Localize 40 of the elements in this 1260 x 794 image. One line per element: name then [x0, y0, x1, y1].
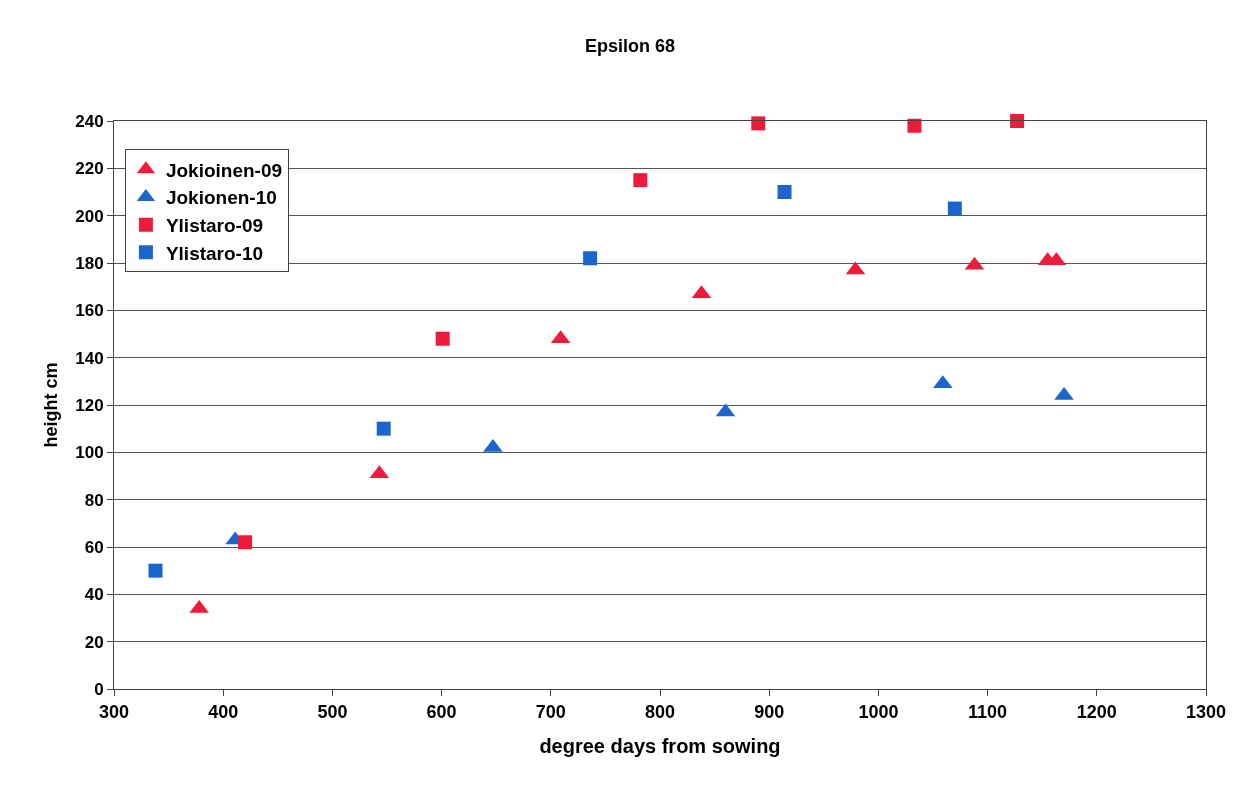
point	[435, 331, 450, 346]
legend-label: Jokioinen-09	[165, 159, 283, 181]
y-tick-label: 100	[75, 443, 104, 463]
x-tick-label: 500	[317, 701, 348, 722]
y-tick-label: 120	[75, 395, 104, 415]
x-tick-label: 600	[426, 701, 457, 722]
x-tick-label: 700	[535, 701, 566, 722]
x-tick-label: 1100	[968, 701, 1008, 722]
y-tick-label: 220	[75, 159, 104, 179]
point	[583, 251, 598, 266]
point	[633, 173, 648, 188]
legend-label: Ylistaro-10	[165, 242, 264, 264]
point	[1010, 114, 1025, 128]
point	[777, 185, 792, 199]
point	[947, 201, 962, 216]
y-tick-label: 60	[84, 537, 104, 557]
chart-title: Epsilon 68	[584, 36, 676, 57]
point	[751, 116, 766, 131]
x-axis-title: degree days from sowing	[539, 735, 781, 758]
y-tick-label: 160	[75, 301, 104, 321]
y-tick-label: 200	[75, 206, 104, 226]
x-tick-label: 400	[208, 701, 239, 722]
legend-label: Ylistaro-09	[165, 215, 264, 237]
y-tick-label: 20	[84, 632, 104, 652]
x-tick-label: 300	[98, 701, 130, 722]
legend-label: Jokionen-10	[165, 187, 277, 209]
point	[907, 118, 922, 133]
x-tick-label: 800	[644, 701, 676, 722]
y-tick-label: 40	[84, 585, 104, 605]
y-tick-label: 0	[94, 679, 104, 699]
point	[376, 421, 391, 436]
y-axis-title: height cm	[41, 362, 62, 448]
x-tick-label: 1200	[1076, 701, 1117, 722]
x-tick-label: 1000	[858, 701, 899, 722]
y-tick-label: 80	[84, 490, 104, 510]
y-tick-label: 240	[75, 111, 104, 131]
y-tick-label: 140	[75, 348, 104, 368]
x-tick-label: 900	[754, 701, 785, 722]
y-tick-label: 180	[75, 253, 104, 273]
x-tick-label: 1300	[1185, 701, 1227, 722]
